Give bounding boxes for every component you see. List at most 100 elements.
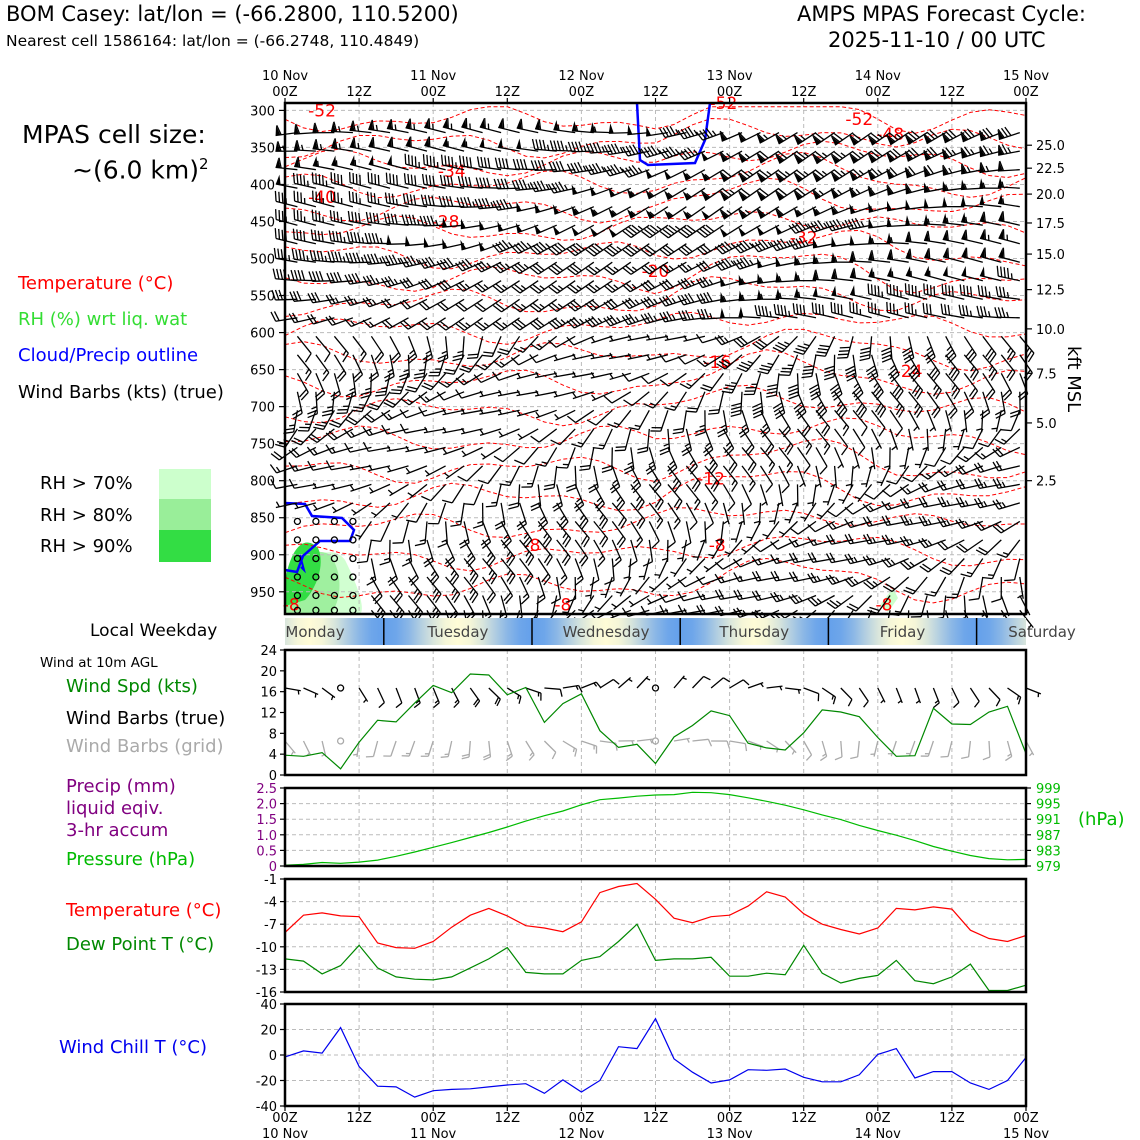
- barb-flag: [702, 243, 711, 252]
- barb-flag: [606, 316, 615, 326]
- wind-barb: [640, 296, 669, 309]
- barb-flag: [589, 579, 600, 586]
- barb-shaft: [354, 409, 372, 426]
- barb-shaft: [998, 275, 1020, 282]
- barb-flag: [678, 310, 684, 321]
- barb-flag: [460, 197, 465, 208]
- barb-flag: [672, 431, 684, 435]
- top-time-label: 00Z: [1013, 85, 1039, 100]
- barb-flag: [662, 246, 672, 255]
- barb-flag: [929, 285, 932, 296]
- barb-flag: [443, 371, 454, 375]
- barb-half-flag: [684, 442, 691, 447]
- barb-flag: [561, 554, 569, 564]
- wind-barb: [479, 408, 502, 415]
- wind-barb: [759, 465, 774, 493]
- wind-barb: [370, 335, 385, 364]
- barb-pennant: [961, 247, 967, 258]
- barb-flag: [683, 277, 692, 287]
- wind-barb: [945, 410, 953, 432]
- barb-flag: [886, 168, 895, 178]
- barb-pennant: [867, 186, 875, 197]
- barb-flag: [569, 246, 579, 255]
- barb-half-flag: [294, 465, 299, 471]
- barb-shaft: [942, 293, 965, 300]
- barb-shaft: [460, 409, 483, 415]
- barb-pennant: [997, 129, 1004, 140]
- barb-shaft: [630, 224, 650, 239]
- barb-flag: [870, 133, 880, 141]
- barb-shaft: [555, 224, 576, 236]
- barb-shaft: [926, 428, 929, 451]
- wind-barb: [1000, 372, 1013, 401]
- barb-half-flag: [430, 570, 436, 577]
- barb-flag: [683, 244, 693, 253]
- barb-flag: [908, 367, 917, 376]
- barb-flag: [609, 314, 618, 324]
- barb-half-flag: [769, 520, 775, 523]
- wind-barb: [428, 354, 447, 377]
- barb-flag: [391, 352, 400, 361]
- barb-shaft: [426, 317, 446, 331]
- barb-shaft: [386, 428, 409, 435]
- barb-flag: [552, 501, 562, 509]
- barb-shaft: [722, 484, 736, 504]
- barb-shaft: [871, 576, 891, 590]
- barb-pennant: [979, 178, 985, 189]
- barb-shaft: [815, 447, 828, 467]
- barb-shaft: [442, 409, 465, 416]
- wind-barb: [424, 465, 446, 477]
- barb-flag: [292, 412, 303, 420]
- barb-shaft: [611, 502, 627, 521]
- barb-shaft: [556, 484, 563, 506]
- barb-flag: [292, 228, 296, 240]
- wind-barb: [994, 307, 1020, 319]
- barb-shaft: [460, 165, 483, 171]
- barb-half-flag: [482, 364, 488, 369]
- wind-barb: [867, 301, 891, 319]
- barb-flag: [318, 174, 321, 185]
- barb-flag: [579, 464, 591, 468]
- wind-barb: [330, 606, 339, 614]
- barb-shaft: [868, 520, 891, 527]
- barb-shaft: [368, 465, 391, 472]
- barb-half-flag: [441, 350, 448, 355]
- barb-flag: [486, 554, 494, 564]
- barb-flag: [580, 557, 589, 567]
- barb-half-flag: [964, 500, 969, 506]
- barb-half-flag: [797, 274, 801, 281]
- wind-barb: [585, 261, 613, 276]
- barb-flag: [332, 230, 336, 242]
- wind-barb: [308, 270, 335, 282]
- barb-shaft: [376, 391, 391, 411]
- barb-pennant: [850, 285, 855, 296]
- wind-barb: [886, 148, 910, 163]
- barb-shaft: [685, 169, 706, 181]
- barb-flag: [921, 515, 929, 526]
- barb-half-flag: [948, 167, 953, 174]
- wind-barb: [455, 280, 483, 292]
- barb-flag: [446, 175, 450, 187]
- wind-barb: [571, 205, 595, 216]
- barb-flag: [622, 146, 629, 157]
- barb-shaft: [556, 576, 562, 599]
- barb-half-flag: [601, 146, 606, 153]
- barb-shaft: [554, 206, 576, 215]
- barb-half-flag: [813, 539, 818, 545]
- wind-barb: [608, 123, 631, 134]
- barb-shaft: [611, 280, 632, 293]
- wind-barb: [714, 573, 743, 584]
- barb-flag: [807, 536, 814, 546]
- barb-half-flag: [444, 472, 450, 478]
- barb-flag: [702, 129, 710, 139]
- barb-shaft: [602, 428, 613, 450]
- barb-shaft: [294, 219, 317, 226]
- barb-half-flag: [557, 303, 564, 309]
- barb-shaft: [815, 391, 828, 412]
- wind-barb: [348, 191, 372, 208]
- wind-barb: [589, 558, 600, 586]
- barb-shaft: [500, 539, 516, 558]
- barb-shaft: [890, 483, 910, 498]
- barb-half-flag: [963, 455, 970, 460]
- barb-flag: [384, 192, 388, 203]
